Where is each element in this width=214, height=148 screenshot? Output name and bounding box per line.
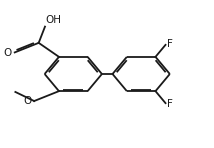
Text: F: F	[166, 39, 172, 49]
Text: OH: OH	[46, 15, 62, 25]
Text: O: O	[24, 96, 32, 106]
Text: F: F	[166, 99, 172, 109]
Text: O: O	[3, 48, 11, 58]
